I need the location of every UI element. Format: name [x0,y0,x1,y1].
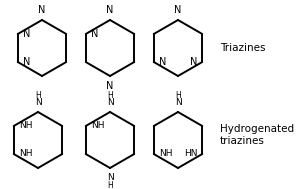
Text: N: N [23,57,30,67]
Text: H: H [107,91,113,100]
Text: N: N [190,57,197,67]
Text: HN: HN [184,149,197,159]
Text: N: N [107,173,113,182]
Text: N: N [175,98,182,107]
Text: H: H [175,91,181,100]
Text: Hydrogenated
triazines: Hydrogenated triazines [220,124,294,146]
Text: N: N [107,98,113,107]
Text: N: N [174,5,182,15]
Text: NH: NH [19,122,32,130]
Text: NH: NH [91,122,104,130]
Text: H: H [107,181,113,189]
Text: NH: NH [19,149,32,159]
Text: H: H [35,91,41,100]
Text: N: N [106,5,114,15]
Text: N: N [35,98,41,107]
Text: N: N [38,5,46,15]
Text: N: N [106,81,114,91]
Text: N: N [23,29,30,39]
Text: N: N [159,57,166,67]
Text: N: N [91,29,98,39]
Text: NH: NH [159,149,172,159]
Text: Triazines: Triazines [220,43,265,53]
